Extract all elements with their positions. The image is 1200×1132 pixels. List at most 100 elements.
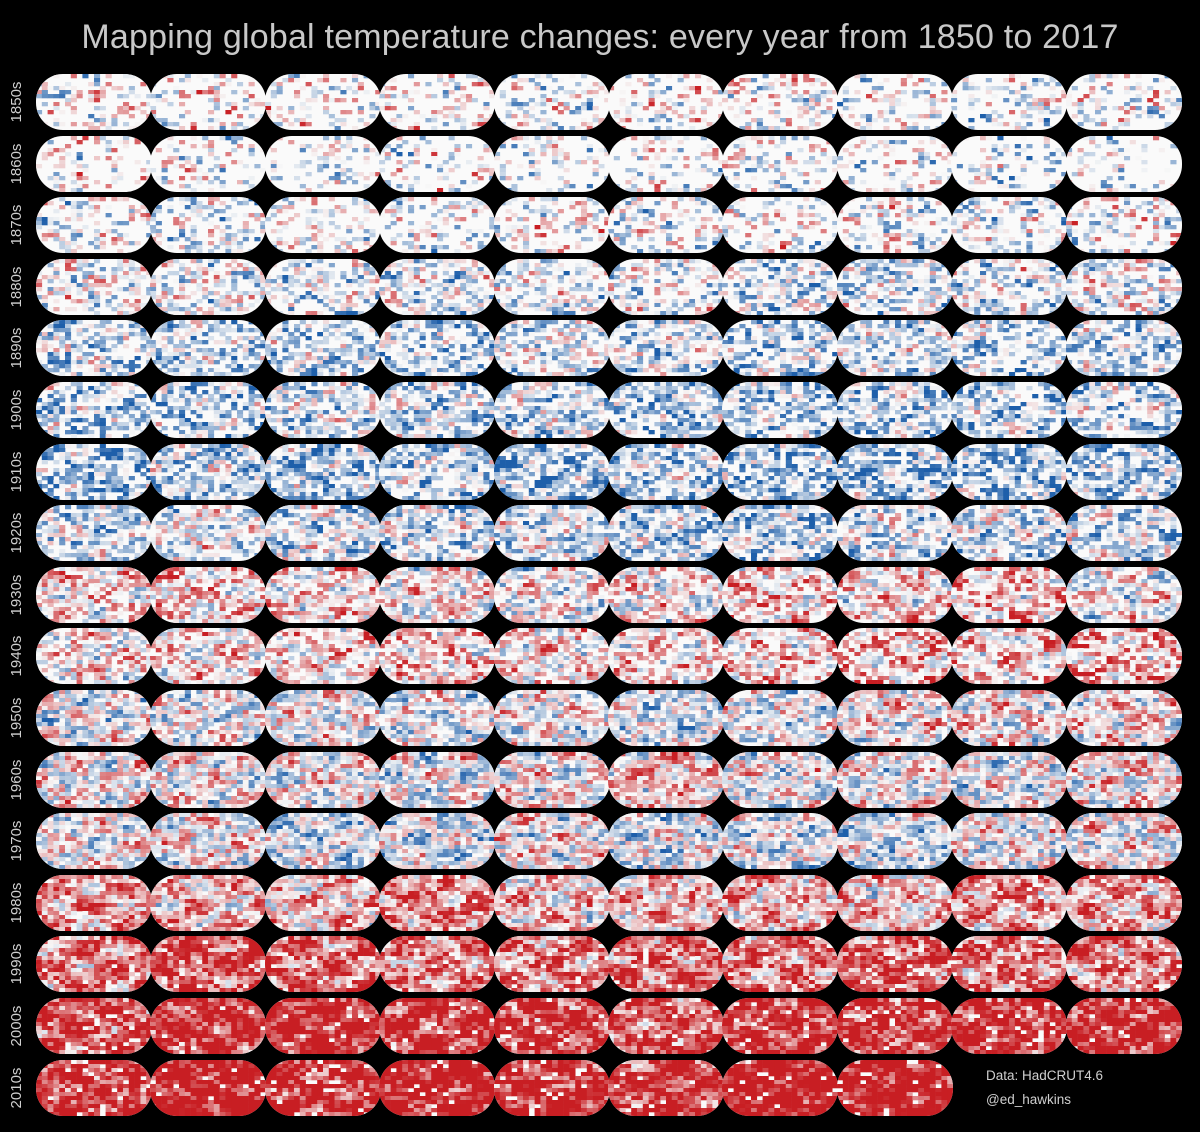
map-1932 <box>264 566 381 623</box>
map-svg-1997 <box>836 936 953 993</box>
map-1909 <box>1065 382 1182 438</box>
map-1871 <box>150 197 267 254</box>
map-svg-1889 <box>1065 258 1182 315</box>
map-svg-1986 <box>722 874 839 931</box>
map-svg-1941 <box>150 628 267 685</box>
map-svg-1877 <box>836 197 953 254</box>
map-svg-1866 <box>722 135 839 192</box>
map-1931 <box>150 566 267 623</box>
map-1945 <box>608 628 724 685</box>
map-svg-1883 <box>379 258 496 315</box>
map-svg-1971 <box>150 813 267 870</box>
map-1947 <box>836 628 953 685</box>
map-1970 <box>36 813 152 870</box>
map-svg-2009 <box>1065 998 1182 1054</box>
map-2017 <box>836 1059 953 1116</box>
map-1922 <box>264 505 381 562</box>
map-svg-1973 <box>379 813 496 870</box>
map-svg-2003 <box>379 998 496 1054</box>
map-1990 <box>36 936 152 993</box>
map-svg-1929 <box>1065 505 1182 562</box>
map-svg-1980 <box>36 874 152 931</box>
map-1973 <box>379 813 496 870</box>
credits-block: Data: HadCRUT4.6 @ed_hawkins <box>986 1064 1103 1112</box>
map-svg-1886 <box>722 258 839 315</box>
map-1949 <box>1065 628 1182 685</box>
map-svg-1959 <box>1065 690 1182 746</box>
map-2011 <box>150 1059 267 1116</box>
map-svg-1861 <box>150 135 267 192</box>
map-1969 <box>1065 751 1182 808</box>
decade-label-1870s: 1870s <box>8 195 25 255</box>
map-1851 <box>150 74 267 130</box>
decade-label-1930s: 1930s <box>8 565 25 625</box>
map-svg-1964 <box>493 751 610 808</box>
map-svg-1972 <box>264 813 381 870</box>
map-svg-1984 <box>493 874 610 931</box>
map-1937 <box>836 566 953 623</box>
map-svg-1939 <box>1065 566 1182 623</box>
map-1900 <box>36 382 152 438</box>
map-1914 <box>493 443 610 500</box>
map-1873 <box>379 197 496 254</box>
map-svg-2000 <box>36 998 152 1054</box>
map-1930 <box>36 566 152 623</box>
map-1957 <box>836 690 953 746</box>
map-svg-2014 <box>493 1059 610 1116</box>
map-1859 <box>1065 74 1182 130</box>
map-1964 <box>493 751 610 808</box>
map-svg-1898 <box>951 320 1068 377</box>
map-svg-1858 <box>951 74 1068 130</box>
map-svg-1963 <box>379 751 496 808</box>
map-1984 <box>493 874 610 931</box>
map-1862 <box>264 135 381 192</box>
map-svg-2010 <box>36 1059 152 1116</box>
map-1975 <box>608 813 724 870</box>
decade-label-1890s: 1890s <box>8 318 25 378</box>
map-svg-1854 <box>493 74 610 130</box>
map-1876 <box>722 197 839 254</box>
map-svg-1867 <box>836 135 953 192</box>
map-1991 <box>150 936 267 993</box>
map-1870 <box>36 197 152 254</box>
map-1886 <box>722 258 839 315</box>
map-svg-1908 <box>951 382 1068 438</box>
map-svg-1981 <box>150 874 267 931</box>
map-1901 <box>150 382 267 438</box>
map-1894 <box>493 320 610 377</box>
map-1940 <box>36 628 152 685</box>
map-2010 <box>36 1059 152 1116</box>
map-svg-1915 <box>608 443 724 500</box>
map-1967 <box>836 751 953 808</box>
map-2002 <box>264 998 381 1054</box>
decade-label-1990s: 1990s <box>8 934 25 994</box>
map-svg-1869 <box>1065 135 1182 192</box>
map-svg-1895 <box>608 320 724 377</box>
map-1916 <box>722 443 839 500</box>
map-1883 <box>379 258 496 315</box>
map-svg-1878 <box>951 197 1068 254</box>
map-svg-1870 <box>36 197 152 254</box>
map-svg-1916 <box>722 443 839 500</box>
map-2008 <box>951 998 1068 1054</box>
decade-label-1970s: 1970s <box>8 811 25 871</box>
map-svg-1985 <box>608 874 724 931</box>
map-svg-2001 <box>150 998 267 1054</box>
map-1923 <box>379 505 496 562</box>
map-svg-1874 <box>493 197 610 254</box>
map-1918 <box>951 443 1068 500</box>
map-1917 <box>836 443 953 500</box>
map-svg-2016 <box>722 1059 839 1116</box>
map-svg-1934 <box>493 566 610 623</box>
map-1915 <box>608 443 724 500</box>
map-svg-1994 <box>493 936 610 993</box>
map-svg-1875 <box>608 197 724 254</box>
map-1906 <box>722 382 839 438</box>
map-svg-1864 <box>493 135 610 192</box>
map-2001 <box>150 998 267 1054</box>
map-1952 <box>264 690 381 746</box>
decade-label-1950s: 1950s <box>8 688 25 748</box>
map-1935 <box>608 566 724 623</box>
map-svg-1862 <box>264 135 381 192</box>
